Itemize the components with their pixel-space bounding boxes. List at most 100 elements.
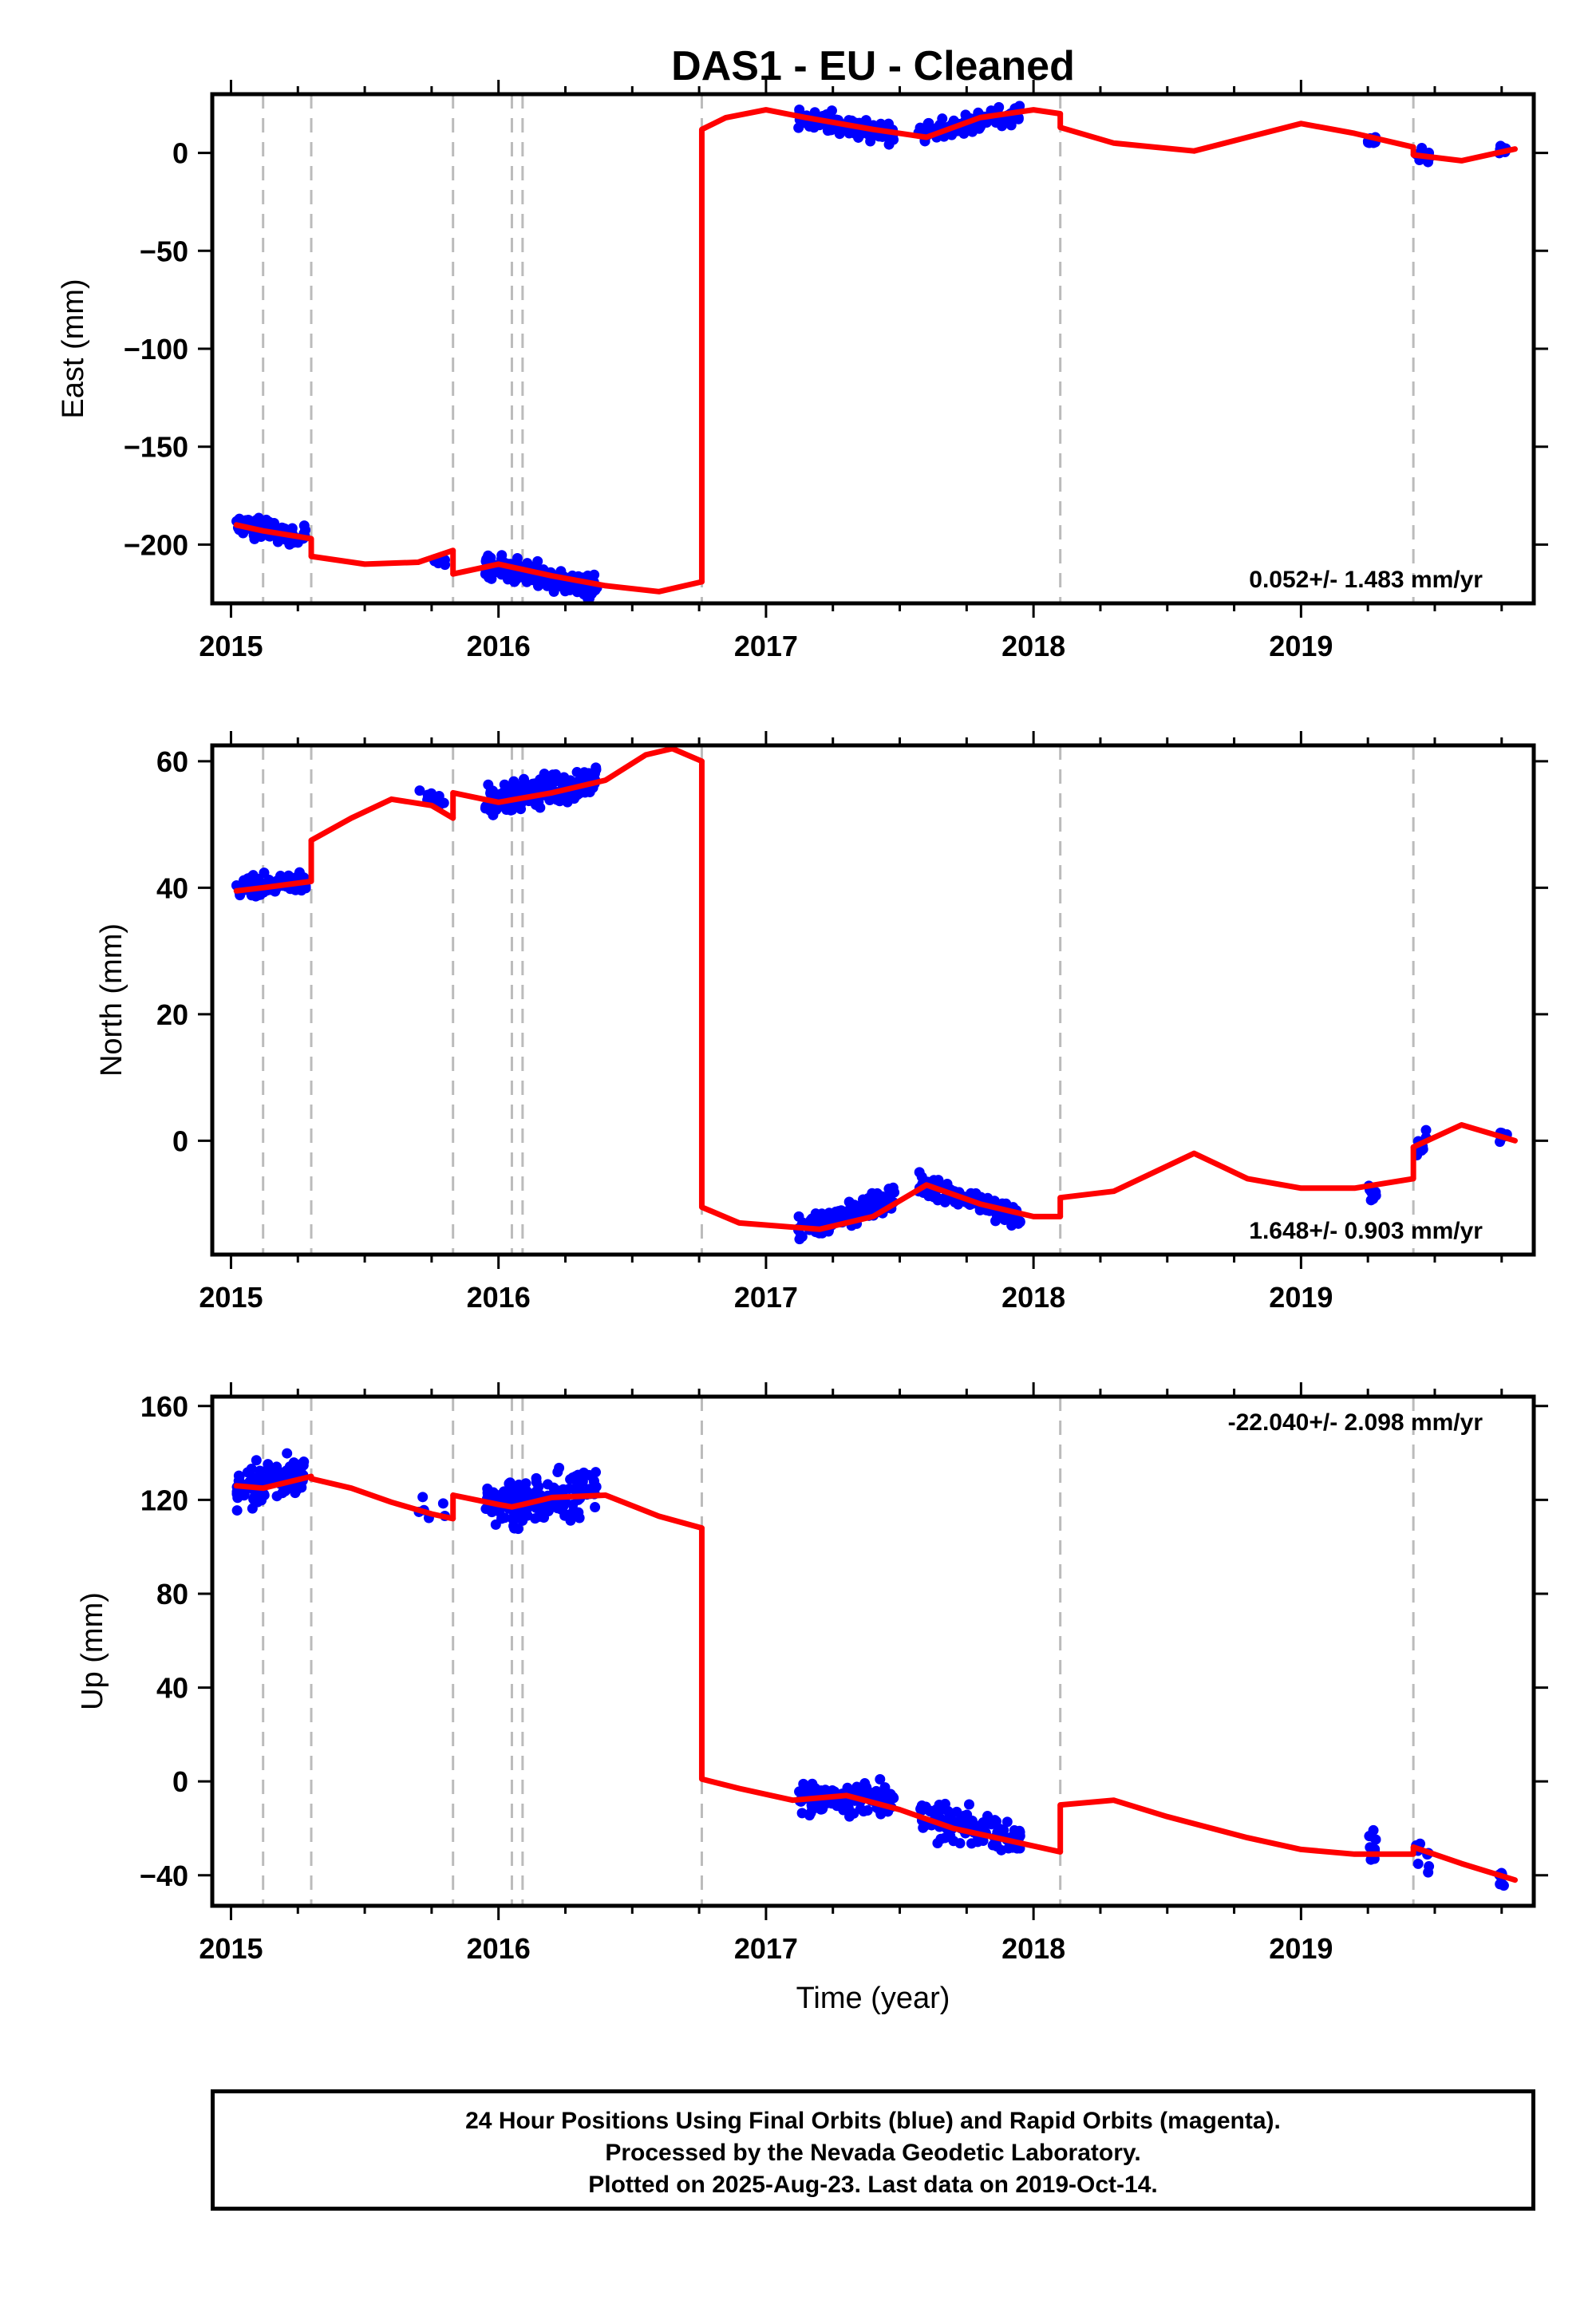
- data-point: [528, 573, 539, 584]
- footer-line-2: Processed by the Nevada Geodetic Laborat…: [605, 2140, 1141, 2166]
- data-point: [527, 778, 538, 789]
- data-point: [488, 809, 499, 820]
- data-point: [871, 1188, 883, 1199]
- model-curve: [233, 522, 314, 542]
- data-point: [1370, 1190, 1381, 1201]
- data-point: [558, 1500, 569, 1512]
- data-point: [558, 774, 569, 785]
- y-tick-label: −200: [124, 528, 188, 561]
- data-point: [247, 1503, 258, 1514]
- panel-1: 2015 2016 2017 2018 2019 0 −50 −100 −150 −200 East…: [57, 80, 1548, 662]
- model-curve: [450, 561, 705, 595]
- data-point: [522, 1510, 533, 1521]
- data-point: [824, 124, 836, 136]
- x-tick-label: 2015: [199, 1932, 263, 1965]
- data-point: [796, 1808, 808, 1819]
- data-point: [290, 872, 301, 883]
- model-curve: [450, 1492, 705, 1531]
- model-curve: [1057, 1797, 1416, 1857]
- data-point: [293, 1482, 304, 1493]
- model-curve: [699, 1776, 1064, 1855]
- data-point: [888, 134, 899, 145]
- x-tick-label: 2018: [1001, 1281, 1065, 1314]
- x-tick-label: 2017: [734, 1281, 798, 1314]
- data-point: [508, 1520, 519, 1531]
- data-point: [834, 128, 845, 140]
- data-point: [998, 1824, 1009, 1836]
- data-point: [231, 1505, 243, 1516]
- data-point: [935, 1833, 946, 1844]
- data-point: [937, 113, 948, 124]
- data-point: [243, 515, 255, 526]
- data-point: [951, 1806, 962, 1817]
- model-curve: [1410, 1844, 1518, 1883]
- data-point: [1365, 1854, 1377, 1865]
- model-curve: [233, 878, 314, 894]
- data-point: [533, 1481, 544, 1492]
- x-tick-label: 2019: [1269, 1281, 1333, 1314]
- data-point: [282, 1448, 293, 1459]
- y-tick-label: 120: [140, 1484, 188, 1516]
- x-axis-title: Time (year): [796, 1982, 950, 2015]
- data-point: [509, 576, 520, 587]
- data-point: [994, 101, 1005, 113]
- data-point: [809, 1785, 820, 1796]
- panel-3: 2015 2016 2017 2018 2019 160 120 80 40 0 −40 Up (mm…: [76, 1382, 1548, 1965]
- data-point: [531, 1472, 542, 1484]
- data-point: [263, 874, 275, 885]
- data-point: [554, 1462, 565, 1473]
- data-point: [809, 107, 820, 118]
- rate-label: 1.648+/- 0.903 mm/yr: [1249, 1218, 1483, 1244]
- data-point: [298, 520, 310, 532]
- data-point: [859, 1202, 871, 1213]
- data-point: [246, 1463, 257, 1474]
- data-point: [272, 536, 283, 547]
- x-tick-label: 2015: [199, 1281, 263, 1314]
- y-tick-label: 80: [156, 1578, 188, 1611]
- model-curve: [1057, 1150, 1416, 1201]
- data-point: [248, 1494, 259, 1505]
- footer-line-1: 24 Hour Positions Using Final Orbits (bl…: [465, 2108, 1281, 2134]
- data-point: [499, 1512, 510, 1524]
- data-point: [569, 793, 580, 804]
- x-tick-label: 2017: [734, 1932, 798, 1965]
- data-point: [887, 1182, 899, 1193]
- data-point: [433, 791, 444, 802]
- data-point: [542, 580, 553, 591]
- y-axis-title: North (mm): [95, 923, 128, 1077]
- data-point: [954, 1838, 966, 1849]
- y-tick-label: 40: [156, 871, 188, 904]
- x-tick-label: 2017: [734, 630, 798, 662]
- y-tick-label: 160: [140, 1390, 188, 1423]
- y-axis-title: East (mm): [57, 279, 90, 418]
- data-point: [234, 1471, 245, 1482]
- data-point: [254, 876, 265, 887]
- data-point: [939, 1798, 950, 1809]
- x-tick-label: 2018: [1001, 1932, 1065, 1965]
- x-tick-label: 2019: [1269, 1932, 1333, 1965]
- data-point: [282, 1483, 294, 1494]
- data-point: [853, 132, 864, 143]
- footer-line-3: Plotted on 2025-Aug-23. Last data on 201…: [588, 2172, 1158, 2198]
- data-point: [571, 767, 583, 778]
- data-point: [1364, 1831, 1375, 1842]
- x-tick-label: 2015: [199, 630, 263, 662]
- data-point: [817, 1803, 828, 1814]
- data-point: [531, 1502, 542, 1513]
- data-point: [569, 1507, 580, 1518]
- data-point: [966, 1815, 978, 1826]
- data-point: [1412, 1858, 1424, 1869]
- data-point: [963, 1799, 974, 1810]
- data-point: [439, 555, 450, 566]
- data-point: [590, 1502, 601, 1513]
- data-point: [1001, 1816, 1013, 1828]
- data-point: [990, 1816, 1001, 1827]
- data-point: [504, 1478, 515, 1489]
- x-tick-label: 2018: [1001, 630, 1065, 662]
- model-curve: [450, 745, 705, 805]
- data-point: [543, 772, 554, 783]
- model-curve: [1410, 1122, 1518, 1150]
- x-tick-label: 2016: [467, 1932, 531, 1965]
- y-tick-label: 0: [172, 1765, 188, 1798]
